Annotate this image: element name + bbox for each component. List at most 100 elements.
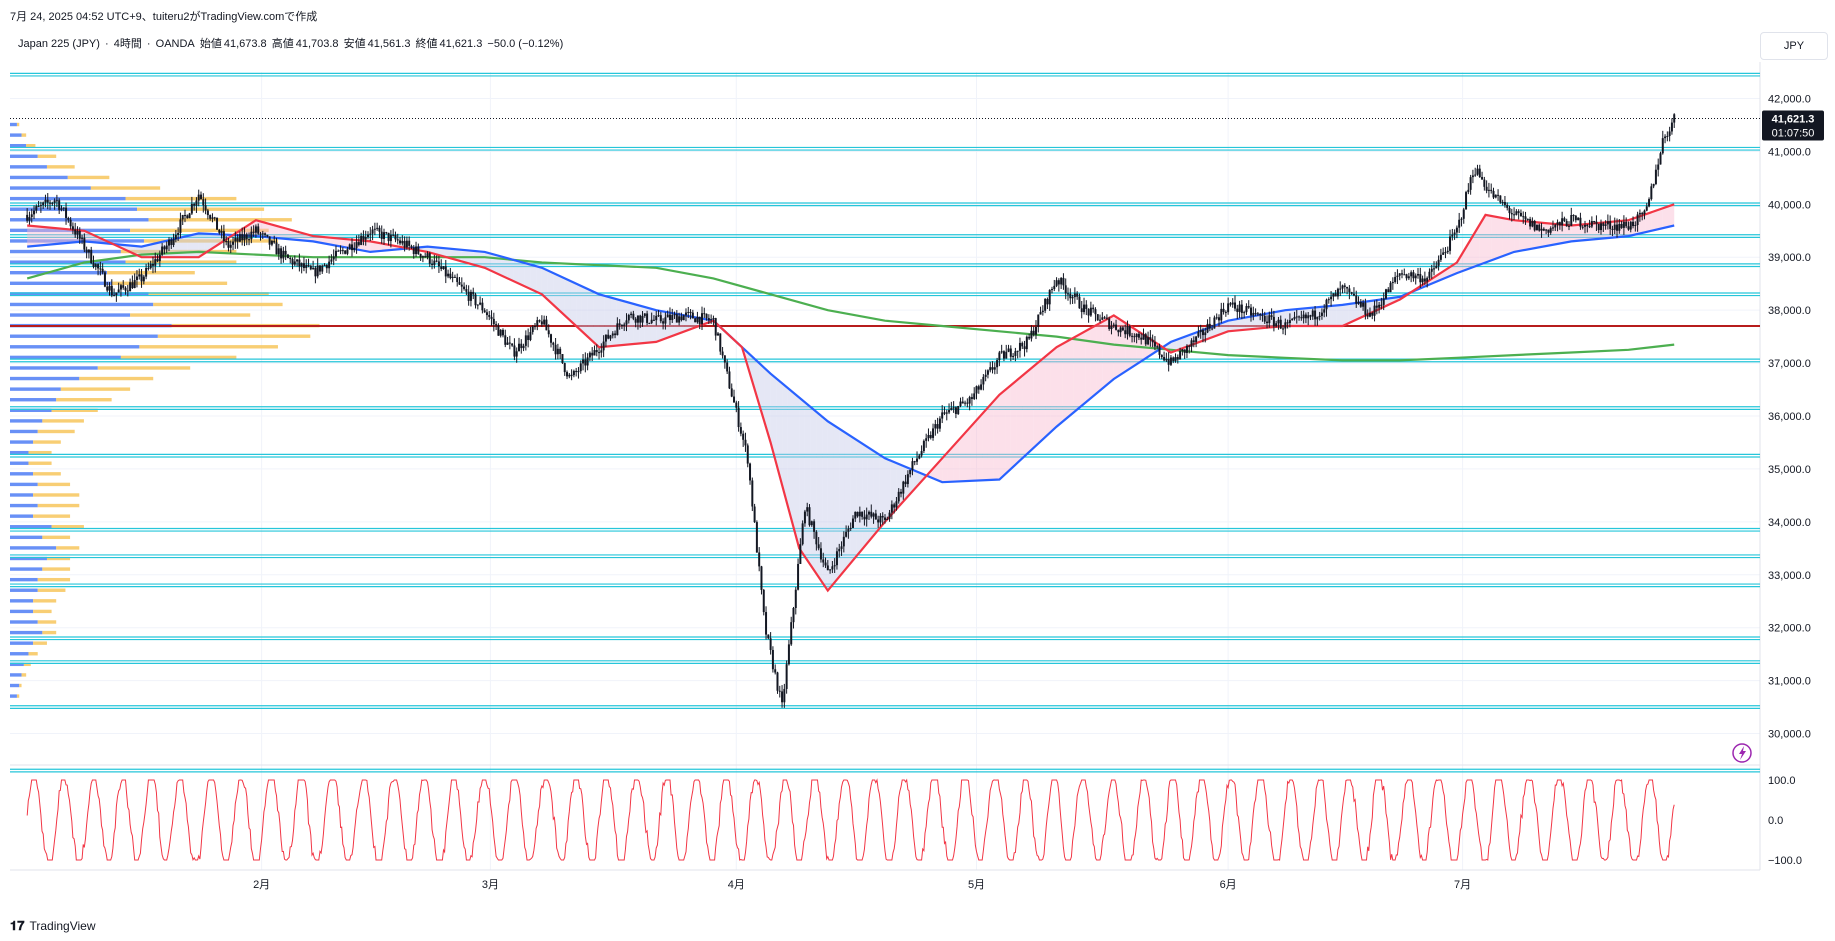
candle-body (1222, 308, 1225, 312)
volume-bar-up (10, 334, 158, 338)
candle-body (259, 233, 262, 235)
volume-bar-down (137, 207, 265, 211)
candle-body (92, 262, 95, 267)
candle-body (140, 274, 143, 282)
candle-body (762, 589, 765, 613)
candle-body (184, 215, 186, 217)
cloud-segment (278, 226, 285, 239)
candle-body (932, 428, 935, 438)
candle-body (282, 250, 285, 259)
candle-body (1364, 302, 1367, 315)
candle-body (257, 226, 260, 234)
candle-body (829, 569, 832, 571)
time-axis[interactable]: 2月 3月 4月 5月 6月 7月 (253, 879, 1471, 891)
candle-body (922, 440, 925, 452)
candle-body (419, 253, 422, 258)
cloud-segment (507, 258, 514, 282)
volume-bar-down (97, 366, 191, 370)
candle-body (296, 259, 299, 262)
change-value: −50.0 (−0.12%) (487, 38, 564, 50)
candle-body (1483, 179, 1486, 187)
candle-body (513, 345, 516, 357)
candle-body (291, 259, 294, 265)
volume-bar-up (10, 577, 38, 582)
candle-body (1581, 226, 1584, 228)
cloud-segment (753, 357, 760, 405)
cloud-segment (284, 228, 291, 240)
interval-label[interactable]: 4時間 (113, 38, 142, 50)
candle-body (1327, 299, 1330, 301)
cloud-segment (1331, 305, 1337, 327)
candle-body (1240, 304, 1243, 313)
candle-body (1126, 326, 1129, 335)
candle-body (973, 393, 976, 399)
candle-body (167, 239, 170, 246)
volume-bar-up (10, 186, 91, 190)
volume-bar-down (23, 662, 31, 667)
candle-body (636, 315, 639, 323)
candle-body (1584, 225, 1586, 227)
cloud-segment (993, 394, 1000, 480)
candle-body (1533, 220, 1536, 231)
candle-body (845, 531, 848, 537)
candle-body (472, 291, 475, 295)
candle-body (1604, 224, 1607, 226)
candle-body (339, 250, 342, 252)
volume-bar-down (125, 196, 237, 201)
candle-body (858, 511, 861, 517)
candle-body (280, 248, 283, 259)
candle-body (469, 291, 472, 301)
candle-body (1474, 174, 1477, 176)
cloud-segment (1542, 222, 1549, 247)
candle-body (399, 240, 402, 244)
currency-button[interactable]: JPY (1760, 32, 1828, 60)
cloud-segment (810, 407, 817, 574)
candle-body (991, 367, 994, 370)
candle-body (641, 316, 644, 323)
time-tick-label: 5月 (968, 879, 985, 891)
volume-bar-down (33, 609, 52, 614)
volume-bar-down (21, 133, 27, 137)
candle-body (1551, 227, 1554, 229)
alert-icon[interactable] (1732, 743, 1752, 763)
volume-bar-down (42, 419, 84, 423)
cloud-segment (839, 428, 845, 577)
candle-body (234, 237, 237, 242)
candle-body (559, 348, 562, 355)
candle-body (1497, 194, 1500, 196)
candle-body (776, 672, 779, 691)
candle-body (488, 315, 491, 317)
candle-body (1423, 278, 1426, 282)
candle-body (886, 518, 889, 520)
candle-body (1352, 293, 1355, 296)
candle-body (1009, 348, 1012, 357)
candle-body (598, 352, 601, 354)
candle-body (1236, 308, 1239, 312)
candle-body (1080, 308, 1083, 313)
volume-bar-down (33, 440, 61, 444)
candle-body (1339, 288, 1342, 290)
candle-body (1430, 268, 1433, 272)
candle-body (69, 219, 72, 227)
volume-bar-down (37, 503, 80, 508)
symbol-legend[interactable]: Japan 225 (JPY) · 4時間 · OANDA 始値 41,673.8… (18, 38, 564, 50)
candle-body (334, 250, 337, 257)
candle-body (35, 206, 38, 211)
ema-cloud (27, 204, 1675, 591)
oscillator-pane: 100.0 0.0 −100.0 (26, 775, 1802, 867)
symbol-name[interactable]: Japan 225 (JPY) (18, 38, 100, 50)
candle-body (444, 266, 447, 277)
candle-body (838, 548, 841, 552)
candle-body (273, 240, 276, 243)
candle-body (817, 544, 820, 549)
candle-body (103, 272, 106, 287)
price-axis[interactable]: 30,000.0 31,000.0 32,000.0 33,000.0 34,000.0… (1768, 93, 1811, 740)
volume-bar-down (16, 694, 20, 698)
osc-tick-label: 100.0 (1768, 775, 1796, 787)
cloud-segment (959, 432, 966, 482)
candle-body (270, 240, 273, 245)
cloud-segment (564, 278, 571, 321)
volume-bar-down (153, 302, 283, 307)
candle-body (1586, 225, 1589, 227)
